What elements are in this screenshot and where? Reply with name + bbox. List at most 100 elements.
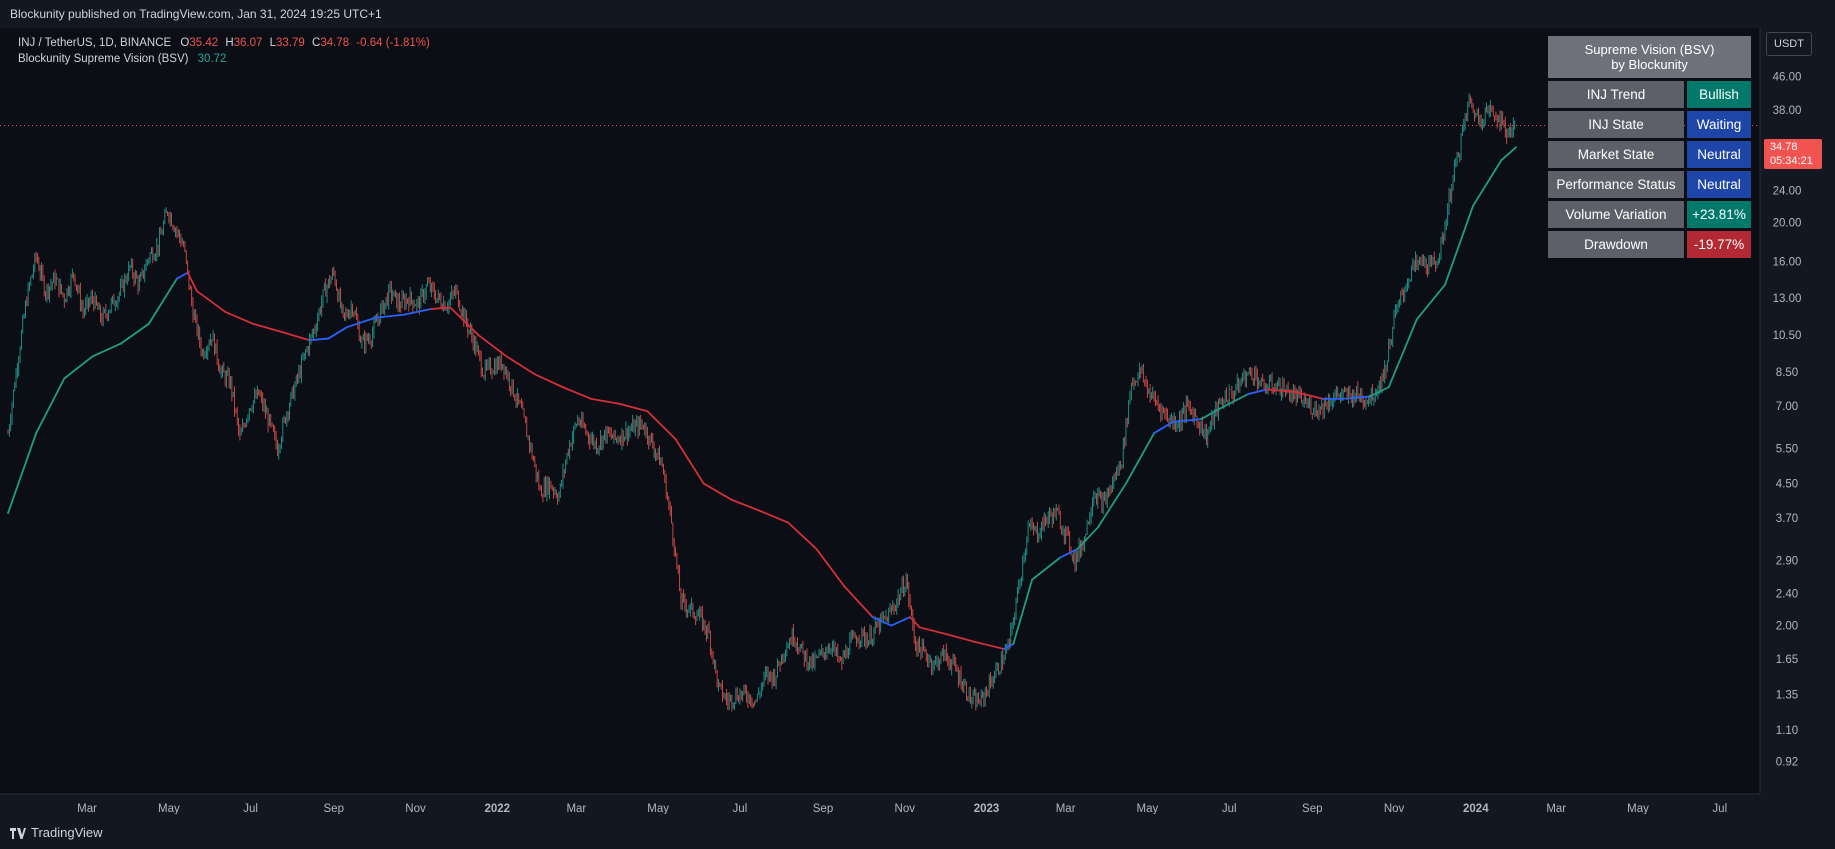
x-tick-label: Jul <box>243 803 258 814</box>
bsv-line-segment <box>1247 388 1268 396</box>
y-tick-label: 1.35 <box>1776 689 1798 701</box>
table-row: Drawdown -19.77% <box>1548 231 1751 258</box>
bsv-line-segment <box>890 616 912 627</box>
publisher-text: Blockunity published on TradingView.com,… <box>10 7 382 21</box>
bsv-line-segment <box>871 616 893 627</box>
bsv-line-segment <box>402 308 433 316</box>
time-axis <box>0 794 1835 814</box>
y-tick-label: 2.00 <box>1776 621 1798 633</box>
bsv-line-segment <box>590 397 621 405</box>
indicator-legend-row[interactable]: Blockunity Supreme Vision (BSV) 30.72 <box>18 51 430 67</box>
bsv-line-segment <box>1076 526 1099 550</box>
y-tick-label: 16.00 <box>1773 256 1802 268</box>
bsv-line-segment <box>1200 407 1221 421</box>
row-label-performance-status: Performance Status <box>1548 171 1684 198</box>
bsv-line-segment <box>909 616 921 629</box>
symbol-name: INJ / TetherUS, 1D, BINANCE <box>18 37 172 49</box>
x-tick-label: Sep <box>1302 803 1322 814</box>
y-tick-label: 20.00 <box>1773 217 1802 229</box>
row-label-drawdown: Drawdown <box>1548 231 1684 258</box>
row-label-market-state: Market State <box>1548 141 1684 168</box>
table-row: Performance Status Neutral <box>1548 171 1751 198</box>
x-tick-label: Mar <box>1546 803 1566 814</box>
table-row: Volume Variation +23.81% <box>1548 201 1751 228</box>
x-tick-label: Nov <box>1384 803 1405 814</box>
bsv-line-segment <box>147 277 178 325</box>
y-tick-label: 4.50 <box>1776 479 1798 491</box>
x-tick-label: Nov <box>895 803 916 814</box>
x-tick-label: May <box>1137 803 1159 814</box>
y-tick-label: 13.00 <box>1773 293 1802 305</box>
bsv-line-segment <box>1500 146 1517 162</box>
bsv-line-segment <box>974 641 1005 650</box>
bsv-line-segment <box>646 410 677 441</box>
publisher-bar: Blockunity published on TradingView.com,… <box>0 0 1835 28</box>
table-title-line1: Supreme Vision (BSV) <box>1584 42 1715 57</box>
bsv-indicator-layer <box>7 146 1517 650</box>
chart-area[interactable] <box>0 28 1835 814</box>
row-label-inj-trend: INJ Trend <box>1548 81 1684 108</box>
close-label: C <box>312 37 321 49</box>
indicator-value: 30.72 <box>197 53 227 65</box>
chart-legend: INJ / TetherUS, 1D, BINANCE O35.42 H36.0… <box>18 35 430 67</box>
y-tick-label: 1.10 <box>1776 725 1798 737</box>
row-value-inj-state: Waiting <box>1687 111 1751 138</box>
low-value: 33.79 <box>276 37 305 49</box>
y-tick-label: 24.00 <box>1773 185 1802 197</box>
bsv-line-segment <box>1369 386 1390 398</box>
bsv-line-segment <box>1031 556 1062 581</box>
bsv-line-segment <box>63 355 94 380</box>
bsv-line-segment <box>562 386 593 400</box>
row-label-inj-state: INJ State <box>1548 111 1684 138</box>
x-tick-label: Mar <box>77 803 97 814</box>
bsv-line-segment <box>119 322 150 345</box>
x-tick-label: Sep <box>813 803 833 814</box>
y-tick-label: 2.90 <box>1776 555 1798 567</box>
bsv-line-segment <box>1125 432 1156 485</box>
row-value-drawdown: -19.77% <box>1687 231 1751 258</box>
bsv-line-segment <box>1340 395 1371 400</box>
open-label: O <box>180 37 190 49</box>
x-tick-label: Nov <box>405 803 426 814</box>
x-tick-label: Mar <box>566 803 586 814</box>
currency-button[interactable]: USDT <box>1766 32 1812 56</box>
row-value-inj-trend: Bullish <box>1687 81 1751 108</box>
last-price-tag: 34.78 05:34:21 <box>1764 139 1822 169</box>
x-tick-label: 2023 <box>974 803 1000 814</box>
bsv-line-segment <box>91 342 122 358</box>
bsv-line-segment <box>280 330 311 342</box>
bsv-line-segment <box>1293 390 1324 400</box>
bsv-line-segment <box>674 438 705 485</box>
tradingview-logo[interactable]: TradingView <box>10 825 103 840</box>
high-label: H <box>225 37 234 49</box>
tradingview-logo-icon <box>10 827 26 839</box>
last-price-value: 34.78 <box>1770 141 1798 153</box>
y-tick-label: 3.70 <box>1776 513 1798 525</box>
bsv-line-segment <box>702 482 733 501</box>
bsv-line-segment <box>1171 418 1202 423</box>
bsv-line-segment <box>308 337 330 342</box>
bsv-line-segment <box>1096 482 1127 529</box>
bsv-line-segment <box>374 313 405 319</box>
bsv-line-segment <box>787 521 818 550</box>
x-tick-label: Jul <box>733 803 748 814</box>
bsv-line-segment <box>759 509 790 524</box>
y-tick-label: 1.65 <box>1776 654 1798 666</box>
y-tick-label: 0.92 <box>1776 757 1798 769</box>
bsv-line-segment <box>533 373 564 389</box>
bsv-line-segment <box>1387 318 1418 389</box>
x-tick-label: May <box>158 803 180 814</box>
bar-countdown: 05:34:21 <box>1770 155 1813 167</box>
bsv-line-segment <box>730 498 761 512</box>
symbol-legend-row[interactable]: INJ / TetherUS, 1D, BINANCE O35.42 H36.0… <box>18 35 430 51</box>
bsv-line-segment <box>1059 547 1079 559</box>
footer-bar: TradingView <box>0 814 1835 849</box>
low-label: L <box>269 37 277 49</box>
bsv-line-segment <box>7 432 38 515</box>
table-title: Supreme Vision (BSV) by Blockunity <box>1548 36 1751 78</box>
row-label-volume-variation: Volume Variation <box>1548 201 1684 228</box>
bsv-line-segment <box>1153 420 1174 435</box>
x-tick-label: Jul <box>1222 803 1237 814</box>
bsv-line-segment <box>1012 578 1034 645</box>
x-tick-label: 2022 <box>484 803 510 814</box>
